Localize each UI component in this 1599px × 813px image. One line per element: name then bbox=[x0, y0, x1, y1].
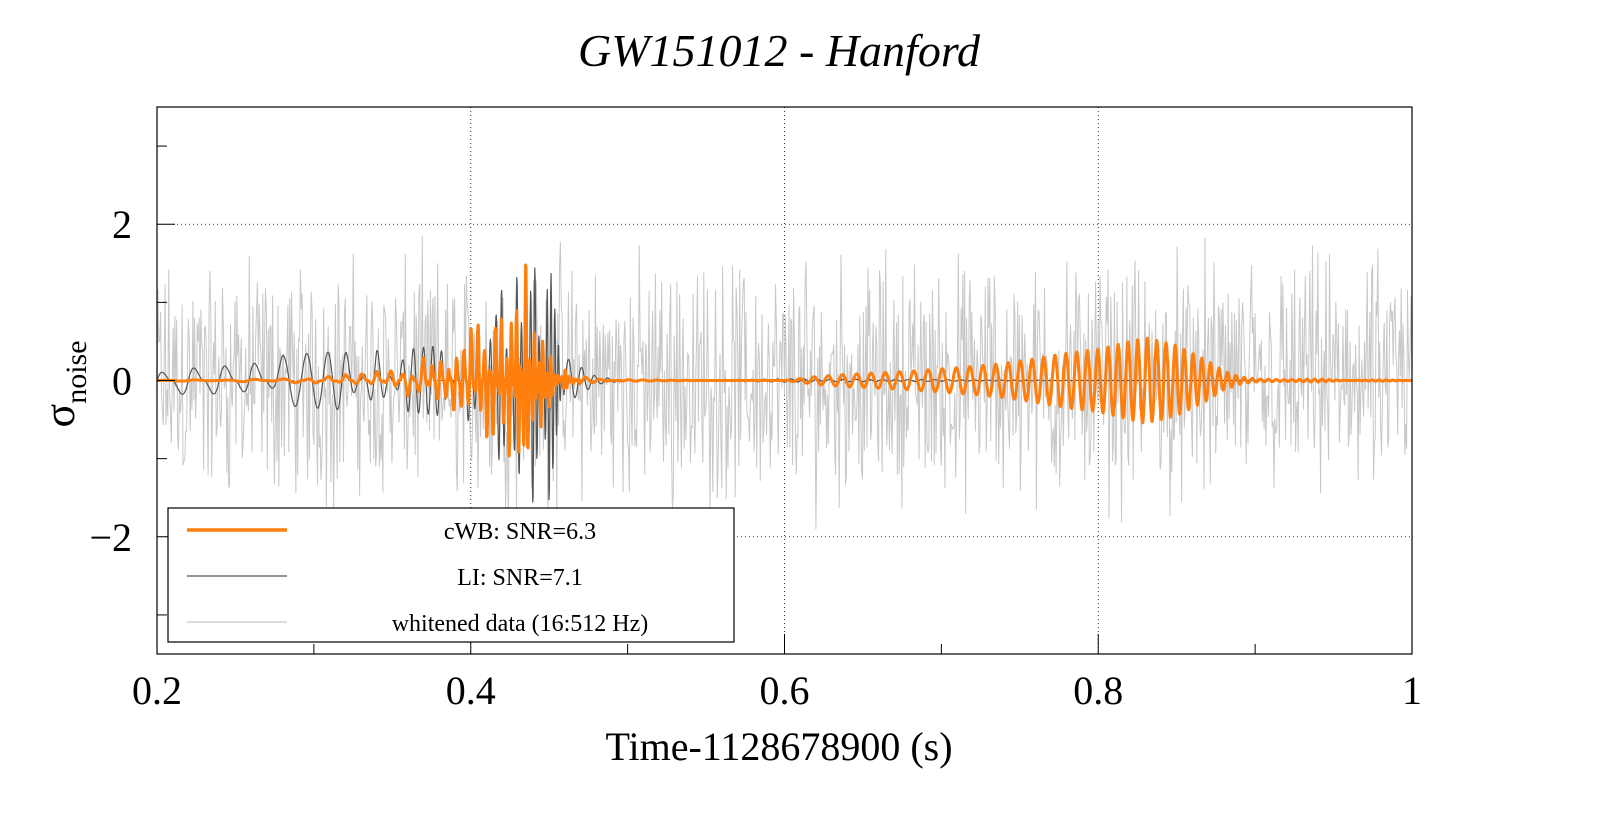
y-tick-label: −2 bbox=[89, 515, 132, 560]
legend-label-cwb: cWB: SNR=6.3 bbox=[444, 519, 596, 545]
x-tick-label: 0.6 bbox=[760, 668, 810, 713]
y-axis-label: σnoise bbox=[35, 340, 93, 427]
x-axis-label: Time-1128678900 (s) bbox=[605, 724, 952, 769]
legend: cWB: SNR=6.3 LI: SNR=7.1 whitened data (… bbox=[167, 507, 735, 643]
x-tick-label: 0.4 bbox=[446, 668, 496, 713]
x-tick-labels: 0.2 0.4 0.6 0.8 1 bbox=[132, 668, 1422, 713]
legend-label-whitened: whitened data (16:512 Hz) bbox=[392, 611, 649, 637]
plot-area bbox=[155, 236, 1414, 530]
y-axis-label-main: σ bbox=[35, 404, 84, 428]
legend-label-li: LI: SNR=7.1 bbox=[457, 565, 583, 591]
x-tick-label: 0.2 bbox=[132, 668, 182, 713]
series-cwb bbox=[155, 263, 1414, 458]
chart-title: GW151012 - Hanford bbox=[578, 25, 981, 76]
x-tick-label: 0.8 bbox=[1073, 668, 1123, 713]
y-tick-label: 0 bbox=[112, 359, 132, 404]
axis-ticks bbox=[156, 145, 1413, 654]
x-tick-label: 1 bbox=[1402, 668, 1422, 713]
y-tick-labels: −2 0 2 bbox=[89, 202, 132, 560]
y-axis-label-sub: noise bbox=[60, 340, 93, 403]
svg-text:σnoise: σnoise bbox=[35, 340, 93, 427]
y-tick-label: 2 bbox=[112, 202, 132, 247]
